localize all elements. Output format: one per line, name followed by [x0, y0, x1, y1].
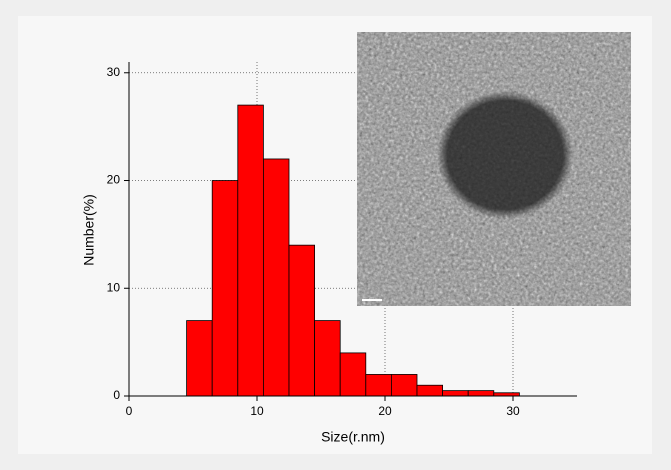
x-tick-label: 30 — [506, 404, 520, 418]
bar — [365, 374, 392, 397]
bar — [416, 384, 444, 397]
bar — [442, 390, 469, 397]
bar — [186, 320, 213, 397]
bar — [288, 244, 316, 397]
y-tick-label: 20 — [107, 173, 121, 187]
bar — [211, 180, 239, 397]
y-tick-label: 0 — [113, 388, 120, 402]
y-tick-label: 30 — [107, 65, 121, 79]
bars — [186, 104, 520, 397]
x-tick-label: 20 — [378, 404, 392, 418]
x-axis-title: Size(r.nm) — [321, 429, 385, 445]
bar — [390, 374, 418, 397]
y-axis-title: Number(%) — [81, 194, 97, 266]
bar — [467, 390, 495, 397]
x-tick-label: 10 — [250, 404, 264, 418]
particle — [437, 91, 573, 219]
bar — [262, 158, 290, 397]
axes: 0 10 20 30 0 10 20 30 — [107, 62, 577, 418]
y-tick-label: 10 — [107, 280, 121, 294]
bar — [314, 320, 341, 397]
x-tick-label: 0 — [126, 404, 133, 418]
bar — [339, 352, 367, 397]
inset-image — [357, 32, 631, 306]
bar — [237, 104, 264, 397]
